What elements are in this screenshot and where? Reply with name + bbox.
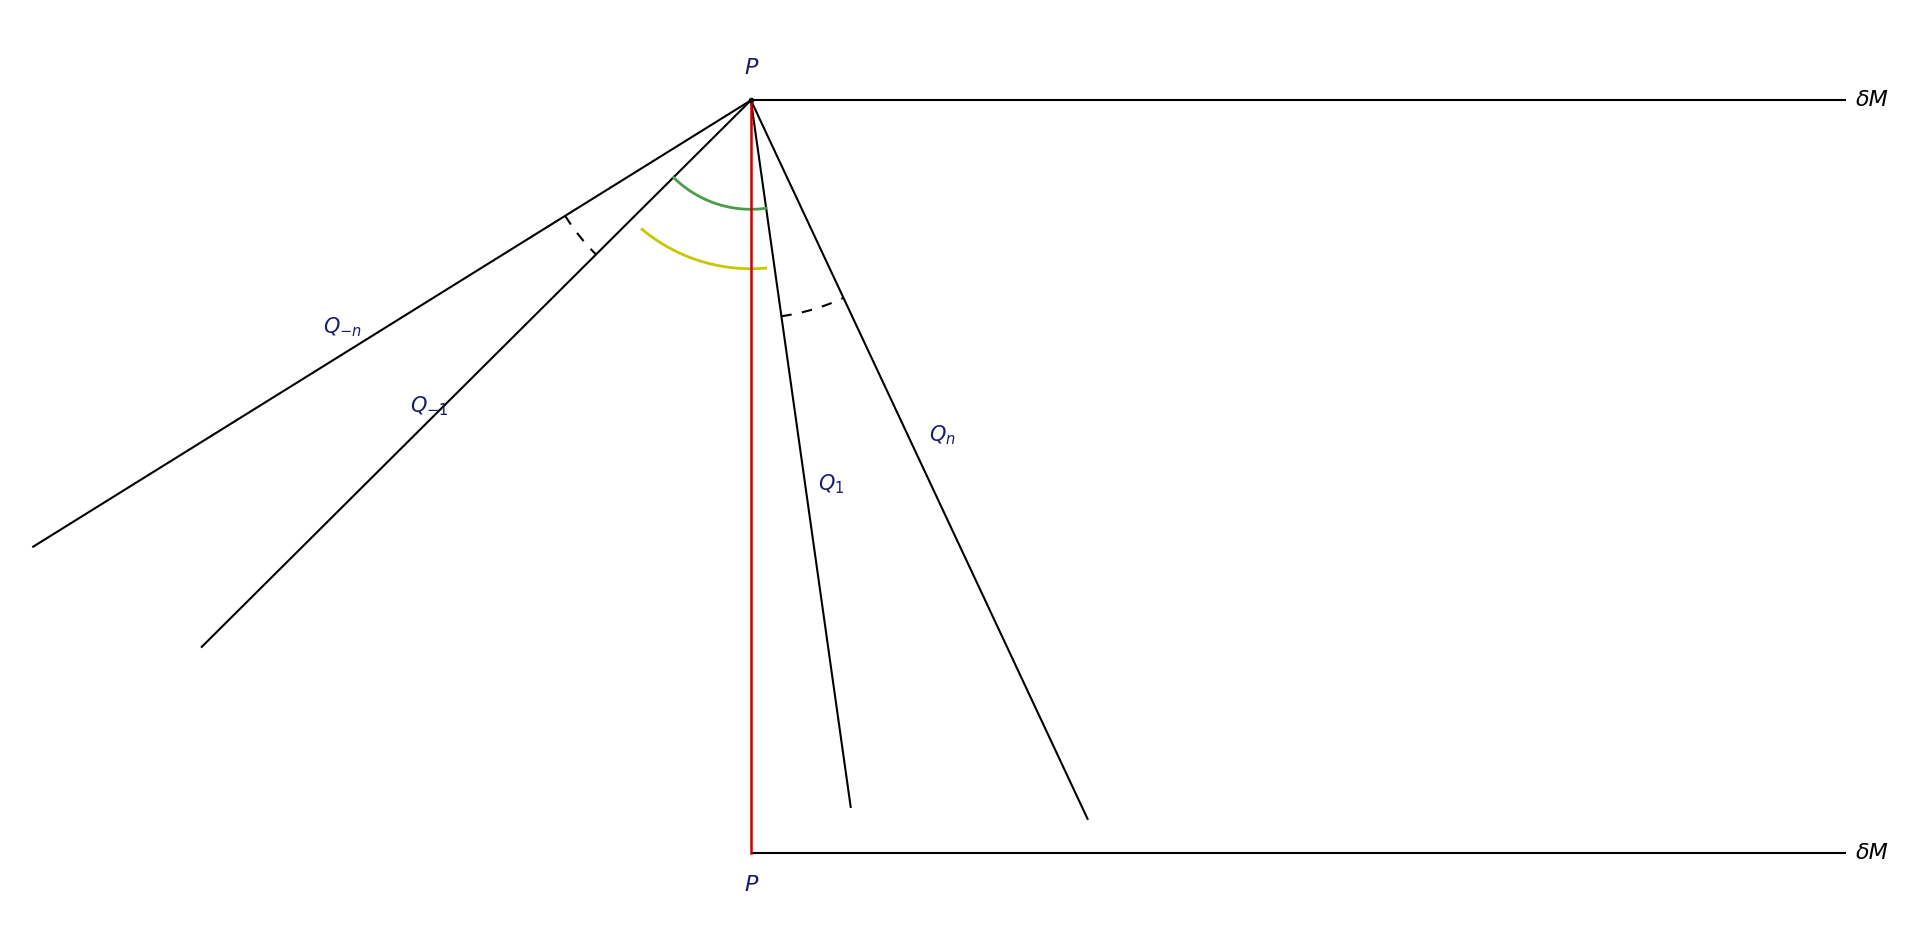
Text: $Q_n$: $Q_n$ <box>929 424 956 447</box>
Text: P: P <box>745 58 758 79</box>
Text: δM: δM <box>1857 90 1889 110</box>
Text: $Q_1$: $Q_1$ <box>818 472 843 496</box>
Text: P: P <box>745 875 758 895</box>
Text: $Q_{-n}$: $Q_{-n}$ <box>323 316 363 339</box>
Text: δM: δM <box>1857 844 1889 863</box>
Text: $Q_{-1}$: $Q_{-1}$ <box>409 394 447 418</box>
